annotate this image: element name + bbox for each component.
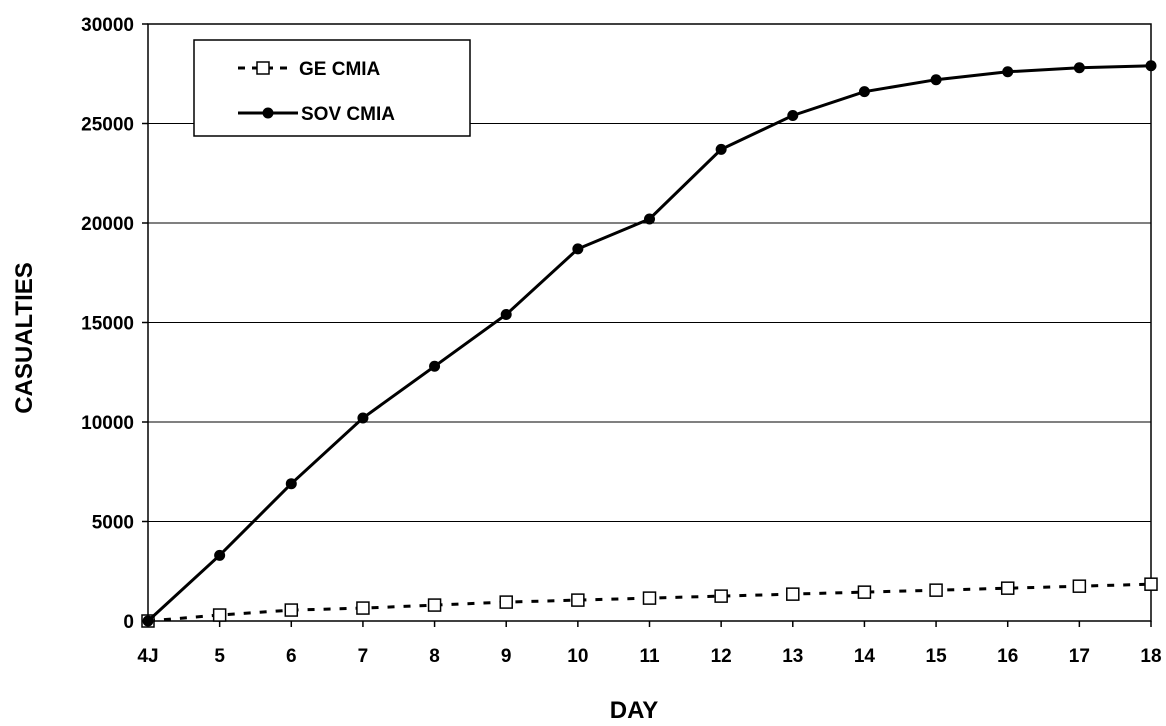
data-point-sov-cmia [142, 615, 154, 627]
legend-sov-label: SOV CMIA [301, 104, 395, 125]
legend: GE CMIA SOV CMIA [193, 39, 471, 137]
data-point-sov-cmia [572, 243, 584, 255]
y-axis-title: CASUALTIES [11, 262, 38, 414]
x-tick-label: 5 [214, 646, 225, 667]
y-tick-label: 15000 [81, 314, 134, 335]
data-point-ge-cmia [786, 587, 800, 601]
data-point-ge-cmia [1000, 581, 1015, 595]
x-tick-label: 9 [501, 646, 512, 667]
data-point-sov-cmia [787, 110, 799, 122]
data-point-sov-cmia [500, 309, 512, 321]
x-axis-ticks: 4J 5 6 7 8 9 10 11 12 13 14 15 16 17 18 [137, 621, 1162, 667]
data-point-ge-cmia [714, 589, 728, 603]
data-point-sov-cmia [285, 478, 297, 490]
data-point-ge-cmia [284, 603, 299, 617]
series-line-sov-cmia [146, 64, 1152, 623]
grid-lines [148, 123, 1151, 522]
data-point-sov-cmia [715, 143, 727, 155]
x-tick-label: 15 [926, 646, 948, 667]
data-point-sov-cmia [1002, 66, 1014, 78]
legend-sov-marker [262, 107, 274, 119]
x-tick-label: 10 [567, 646, 588, 667]
x-tick-label: 18 [1140, 646, 1161, 667]
y-tick-label: 5000 [92, 513, 134, 534]
data-point-sov-cmia [930, 74, 942, 86]
data-point-ge-cmia [642, 591, 657, 605]
legend-box [193, 39, 471, 137]
data-point-ge-cmia [857, 585, 872, 599]
data-point-ge-cmia [929, 583, 943, 597]
y-axis-ticks: 0 5000 10000 15000 20000 25000 30000 [81, 15, 148, 633]
data-point-sov-cmia [858, 86, 870, 98]
x-tick-label: 8 [429, 646, 440, 667]
data-point-ge-cmia [571, 593, 585, 607]
data-point-ge-cmia [356, 601, 370, 615]
x-tick-label: 16 [997, 646, 1018, 667]
data-point-ge-cmia [499, 595, 513, 609]
y-tick-label: 30000 [81, 15, 134, 36]
series-layer [141, 60, 1158, 628]
legend-ge-label: GE CMIA [299, 59, 381, 80]
x-tick-label: 4J [137, 646, 158, 667]
x-tick-label: 12 [711, 646, 732, 667]
y-tick-label: 25000 [81, 115, 134, 136]
x-tick-label: 14 [854, 646, 876, 667]
x-axis-title: DAY [610, 697, 658, 724]
legend-ge-marker [256, 61, 270, 75]
data-point-sov-cmia [214, 549, 226, 561]
y-tick-label: 10000 [81, 413, 134, 434]
y-tick-label: 20000 [81, 214, 134, 235]
x-tick-label: 17 [1069, 646, 1090, 667]
x-tick-label: 7 [358, 646, 369, 667]
x-tick-label: 13 [782, 646, 803, 667]
y-tick-label: 0 [123, 612, 134, 633]
data-point-ge-cmia [1072, 579, 1087, 593]
data-point-sov-cmia [357, 412, 369, 424]
data-point-ge-cmia [427, 598, 442, 612]
x-tick-label: 11 [639, 646, 660, 667]
data-point-ge-cmia [212, 608, 227, 622]
data-point-ge-cmia [1144, 577, 1158, 591]
data-point-sov-cmia [644, 213, 655, 225]
data-point-sov-cmia [1145, 60, 1157, 72]
data-point-sov-cmia [429, 360, 441, 372]
x-tick-label: 6 [286, 646, 297, 667]
data-point-sov-cmia [1073, 62, 1085, 74]
